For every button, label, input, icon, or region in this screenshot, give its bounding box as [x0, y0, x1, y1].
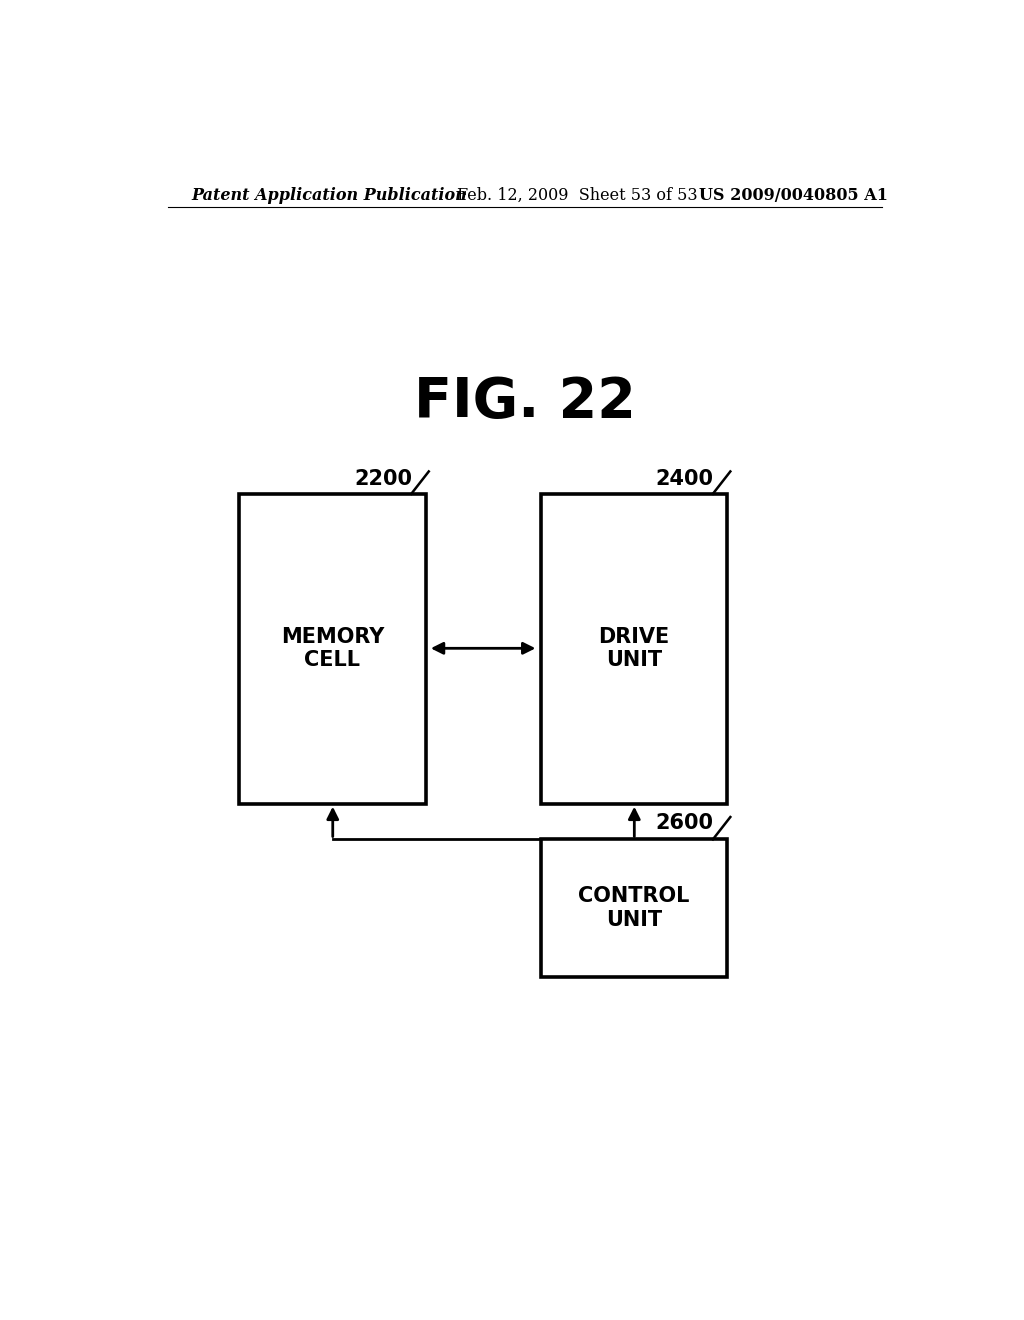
- Text: Feb. 12, 2009  Sheet 53 of 53: Feb. 12, 2009 Sheet 53 of 53: [458, 187, 698, 203]
- Text: FIG. 22: FIG. 22: [414, 375, 636, 429]
- Text: DRIVE
UNIT: DRIVE UNIT: [598, 627, 670, 671]
- Bar: [240, 494, 426, 804]
- Text: CONTROL
UNIT: CONTROL UNIT: [579, 887, 689, 929]
- Text: 2200: 2200: [354, 469, 413, 488]
- Text: 2600: 2600: [655, 813, 714, 833]
- Text: 2400: 2400: [655, 469, 714, 488]
- Text: Patent Application Publication: Patent Application Publication: [191, 187, 467, 203]
- Bar: [541, 494, 727, 804]
- Text: MEMORY
CELL: MEMORY CELL: [281, 627, 384, 671]
- Bar: [541, 840, 727, 977]
- Text: US 2009/0040805 A1: US 2009/0040805 A1: [699, 187, 889, 203]
